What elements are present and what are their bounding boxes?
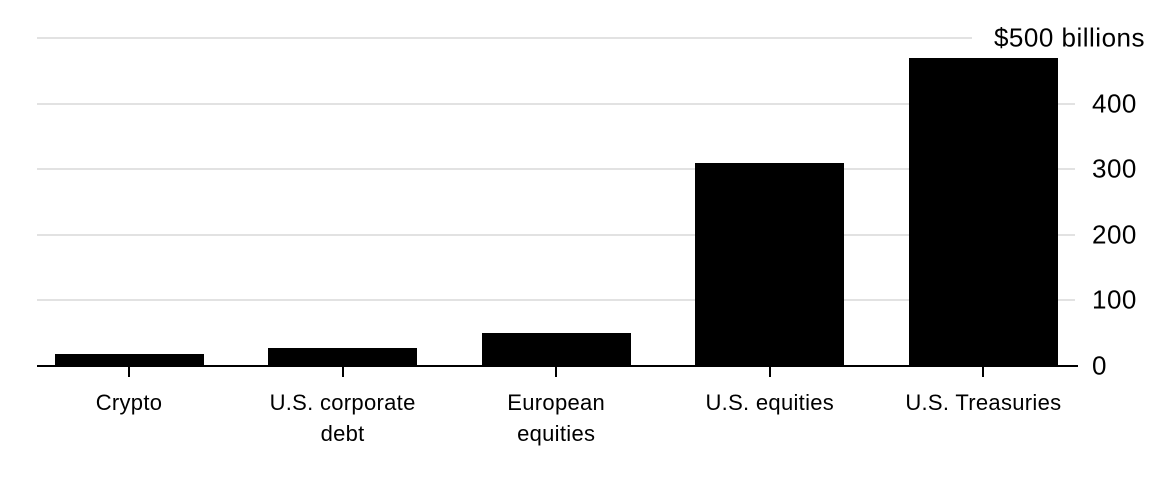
x-axis-tick xyxy=(341,367,344,377)
x-axis-line xyxy=(37,365,1078,367)
category-label: U.S. equities xyxy=(660,387,880,418)
bar xyxy=(908,57,1058,366)
category-label: U.S. Treasuries xyxy=(873,387,1093,418)
category-label-line: U.S. corporate xyxy=(269,390,416,415)
gridline xyxy=(37,299,1075,302)
y-axis-tick-label: 300 xyxy=(1092,153,1137,184)
category-label-line: equities xyxy=(517,421,596,446)
category-label: European equities xyxy=(446,387,666,449)
category-label-line: Crypto xyxy=(95,390,163,415)
category-label-line: U.S. equities xyxy=(705,390,835,415)
gridline xyxy=(37,233,1075,236)
bar xyxy=(54,354,204,366)
y-axis-unit-label: $500 billions xyxy=(993,22,1145,53)
gridline xyxy=(37,102,1075,105)
bar xyxy=(695,162,845,366)
x-axis-tick xyxy=(128,367,130,377)
y-axis-tick-label: 100 xyxy=(1092,284,1137,315)
gridline xyxy=(37,168,1075,171)
x-axis-tick xyxy=(555,367,558,377)
category-label: Crypto xyxy=(19,387,239,418)
x-axis-tick xyxy=(982,367,985,377)
bar xyxy=(481,333,631,366)
category-label-line: European xyxy=(507,390,606,415)
gridline xyxy=(37,37,972,39)
y-axis-tick-label: 200 xyxy=(1092,219,1137,250)
bar xyxy=(268,347,418,366)
y-axis-tick-label: 400 xyxy=(1092,88,1137,119)
category-label: U.S. corporate debt xyxy=(233,387,453,449)
category-label-line: U.S. Treasuries xyxy=(905,390,1062,415)
x-axis-tick xyxy=(768,367,771,377)
y-axis-tick-label: 0 xyxy=(1092,350,1107,381)
category-label-line: debt xyxy=(320,421,365,446)
